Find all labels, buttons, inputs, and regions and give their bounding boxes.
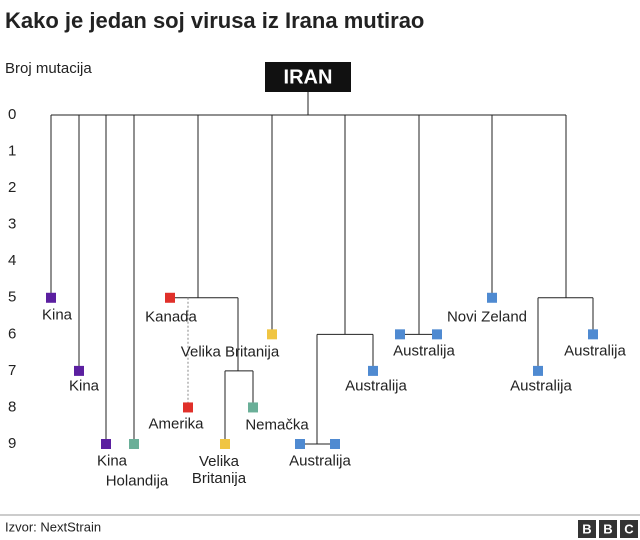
node-label: Australija [289,452,351,470]
node-label: Australija [393,342,455,360]
y-tick-label: 8 [8,398,16,415]
leaf-marker [46,292,56,303]
y-tick-label: 6 [8,325,16,342]
node-label: Australija [510,377,572,395]
y-tick-label: 7 [8,362,16,379]
y-axis-label: Broj mutacija [5,60,92,77]
leaf-marker [432,329,442,340]
node-label: Velika Britanija [191,453,247,487]
leaf-marker [165,292,175,303]
node-label: Velika Britanija [180,343,280,361]
node-label: Kanada [145,308,197,326]
node-label: Amerika [148,415,204,433]
leaf-marker [395,329,405,340]
leaf-marker [74,365,84,376]
root-label: IRAN [284,66,333,88]
logo-letter: C [624,521,634,536]
logo-box [578,520,596,538]
node-label: Novi Zeland [446,308,528,326]
leaf-marker [330,439,340,449]
logo-letter: B [582,521,591,536]
logo-box [620,520,638,538]
y-tick-label: 0 [8,106,16,123]
leaf-marker [129,439,139,449]
leaf-marker [101,439,111,449]
node-label: Kina [68,377,100,395]
y-tick-label: 1 [8,143,16,160]
leaf-marker [533,365,543,376]
node-label: Kina [96,452,128,470]
leaf-marker [267,329,277,340]
chart-title: Kako je jedan soj virusa iz Irana mutira… [5,8,424,33]
y-tick-label: 4 [8,252,16,269]
leaf-marker [295,439,305,449]
node-label: Nemačka [245,416,309,434]
node-label: Australija [345,377,407,395]
y-tick-label: 9 [8,435,16,452]
node-label: Holandija [105,472,169,490]
logo-letter: B [603,521,612,536]
y-tick-label: 5 [8,289,16,306]
leaf-marker [368,365,378,376]
leaf-marker [220,439,230,449]
logo-box [599,520,617,538]
node-label: Kina [41,306,73,324]
node-label: Australija [564,342,626,360]
leaf-marker [183,402,193,413]
leaf-marker [248,402,258,413]
root-box [265,62,351,92]
y-tick-label: 3 [8,216,16,233]
y-tick-label: 2 [8,179,16,196]
leaf-marker [487,292,497,303]
source: Izvor: NextStrain [5,519,101,534]
leaf-marker [588,329,598,340]
